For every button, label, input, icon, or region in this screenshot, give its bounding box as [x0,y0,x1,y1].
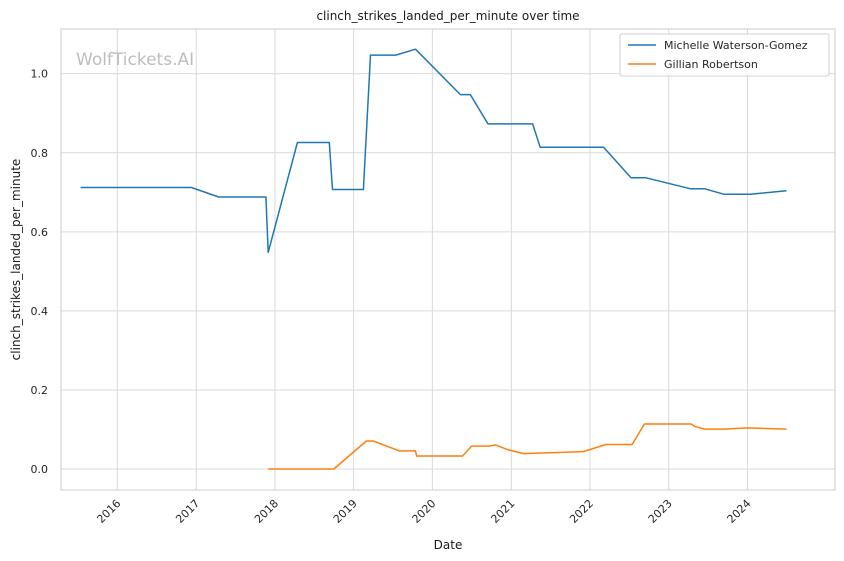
plot-frame [60,28,836,491]
y-tick-label: 1.0 [31,68,49,81]
y-tick-label: 0.0 [31,463,49,476]
watermark-text: WolfTickets.AI [76,50,194,70]
legend-box [619,33,830,77]
x-tick-label: 2022 [567,497,596,526]
x-tick-label: 2016 [94,497,123,526]
x-axis: 2016 2017 2018 2019 2020 2021 2022 2023 2024 [94,497,753,526]
grid-lines [61,29,835,490]
series-line-gillian-robertson [268,423,787,470]
x-tick-label: 2024 [725,497,754,526]
y-axis: 0.0 0.2 0.4 0.6 0.8 1.0 [31,68,49,476]
series-line-michelle-waterson-gomez [80,48,787,254]
y-tick-label: 0.2 [31,384,49,397]
y-axis-title: clinch_strikes_landed_per_minute [9,159,23,361]
x-tick-label: 2020 [409,497,438,526]
x-tick-label: 2023 [646,497,675,526]
y-tick-label: 0.6 [31,226,49,239]
legend-label-michelle-waterson-gomez: Michelle Waterson-Gomez [664,39,808,52]
chart-title: clinch_strikes_landed_per_minute over ti… [316,9,579,23]
legend: Michelle Waterson-Gomez Gillian Robertso… [619,33,830,77]
x-tick-label: 2017 [173,497,202,526]
x-tick-label: 2019 [331,497,360,526]
y-tick-label: 0.8 [31,147,49,160]
series-lines [80,48,787,470]
legend-label-gillian-robertson: Gillian Robertson [664,58,758,71]
y-tick-label: 0.4 [31,305,49,318]
x-tick-label: 2018 [252,497,281,526]
x-axis-title: Date [434,538,463,552]
x-tick-label: 2021 [488,497,517,526]
